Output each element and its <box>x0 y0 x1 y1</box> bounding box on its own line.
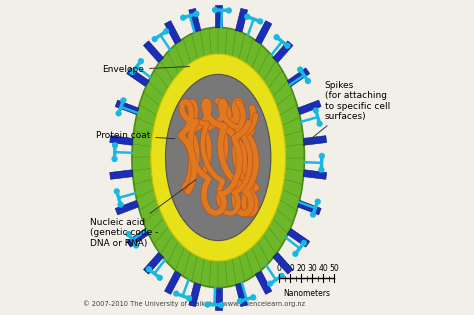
Circle shape <box>318 167 325 173</box>
Circle shape <box>315 198 321 205</box>
Polygon shape <box>255 21 272 44</box>
Circle shape <box>273 34 280 40</box>
Circle shape <box>120 97 127 104</box>
Circle shape <box>204 301 210 308</box>
Circle shape <box>146 266 152 272</box>
Circle shape <box>111 156 118 162</box>
Polygon shape <box>164 21 181 44</box>
Text: 20: 20 <box>296 264 306 272</box>
Circle shape <box>305 78 311 84</box>
Circle shape <box>250 294 256 301</box>
Circle shape <box>156 275 163 281</box>
Circle shape <box>138 58 144 64</box>
Polygon shape <box>144 41 164 62</box>
Polygon shape <box>115 200 139 215</box>
Text: Protein coat: Protein coat <box>96 131 175 140</box>
Circle shape <box>173 290 179 297</box>
Polygon shape <box>273 41 293 62</box>
Polygon shape <box>110 136 133 145</box>
Circle shape <box>118 201 124 208</box>
Polygon shape <box>298 100 321 115</box>
Circle shape <box>284 43 291 49</box>
Circle shape <box>267 281 273 287</box>
Circle shape <box>319 153 325 159</box>
Polygon shape <box>287 229 310 247</box>
Circle shape <box>186 295 192 301</box>
Text: 50: 50 <box>329 264 339 272</box>
Text: Nanometers: Nanometers <box>283 289 330 298</box>
Circle shape <box>226 7 232 14</box>
Ellipse shape <box>165 74 271 241</box>
Polygon shape <box>255 271 272 294</box>
Circle shape <box>244 14 250 20</box>
Circle shape <box>116 110 122 117</box>
Polygon shape <box>189 9 201 32</box>
Circle shape <box>301 240 307 246</box>
Circle shape <box>114 188 120 194</box>
Text: Spikes
(for attaching
to specific cell
surfaces): Spikes (for attaching to specific cell s… <box>303 81 390 145</box>
Circle shape <box>257 18 264 25</box>
Circle shape <box>297 66 303 73</box>
Text: © 2007-2010 The University of Waikato | www.sciencelearn.org.nz: © 2007-2010 The University of Waikato | … <box>83 301 305 308</box>
Polygon shape <box>189 283 201 306</box>
Circle shape <box>317 121 323 127</box>
Polygon shape <box>298 200 321 215</box>
Circle shape <box>313 107 319 114</box>
Polygon shape <box>164 271 181 294</box>
Circle shape <box>180 14 186 21</box>
Polygon shape <box>215 5 222 27</box>
Circle shape <box>125 231 132 237</box>
Circle shape <box>310 211 316 218</box>
Circle shape <box>292 251 299 257</box>
Polygon shape <box>115 100 139 115</box>
Polygon shape <box>287 68 310 86</box>
Polygon shape <box>127 229 149 247</box>
Text: Nucleic acid
(genetic code -
DNA or RNA): Nucleic acid (genetic code - DNA or RNA) <box>90 180 196 248</box>
Polygon shape <box>215 288 222 310</box>
Text: 0: 0 <box>277 264 282 272</box>
Polygon shape <box>144 253 164 274</box>
Polygon shape <box>236 283 247 306</box>
Polygon shape <box>303 170 327 179</box>
Circle shape <box>152 36 158 42</box>
Circle shape <box>279 273 285 279</box>
Circle shape <box>237 298 243 304</box>
Text: 40: 40 <box>319 264 328 272</box>
Text: 30: 30 <box>308 264 317 272</box>
Circle shape <box>112 142 118 148</box>
Text: 10: 10 <box>285 264 295 272</box>
Circle shape <box>212 7 218 13</box>
Text: Envelope: Envelope <box>102 65 190 74</box>
Ellipse shape <box>151 54 286 261</box>
Polygon shape <box>236 9 247 32</box>
Ellipse shape <box>132 27 304 288</box>
Circle shape <box>163 28 169 34</box>
Polygon shape <box>303 136 327 145</box>
Polygon shape <box>110 170 133 179</box>
Circle shape <box>129 69 136 75</box>
Polygon shape <box>273 253 293 274</box>
Circle shape <box>218 302 225 308</box>
Polygon shape <box>127 68 149 86</box>
Circle shape <box>193 11 200 17</box>
Circle shape <box>133 242 139 249</box>
